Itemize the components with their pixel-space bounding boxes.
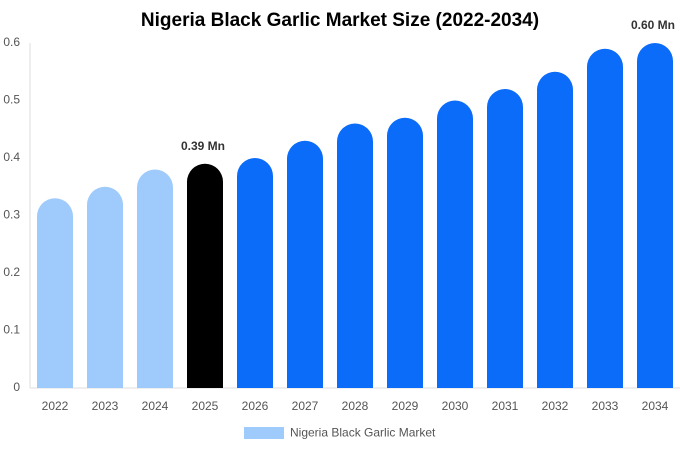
x-tick-label: 2034 [642, 399, 669, 413]
bar [87, 186, 123, 388]
x-tick-label: 2027 [292, 399, 319, 413]
x-tick-label: 2032 [542, 399, 569, 413]
y-tick-label: 0.4 [3, 150, 20, 164]
bar [337, 123, 373, 388]
legend-swatch [244, 427, 284, 439]
x-tick-label: 2031 [492, 399, 519, 413]
bar [387, 117, 423, 388]
y-tick-label: 0.2 [3, 265, 20, 279]
y-tick-label: 0.3 [3, 208, 20, 222]
x-tick-label: 2023 [92, 399, 119, 413]
legend-label: Nigeria Black Garlic Market [290, 426, 436, 440]
x-tick-label: 2026 [242, 399, 269, 413]
value-label: 0.60 Mn [631, 18, 675, 32]
x-tick-label: 2024 [142, 399, 169, 413]
y-tick-label: 0.1 [3, 323, 20, 337]
x-tick-label: 2028 [342, 399, 369, 413]
x-tick-label: 2033 [592, 399, 619, 413]
bar [487, 89, 523, 388]
bar [537, 71, 573, 388]
x-tick-label: 2030 [442, 399, 469, 413]
x-tick-label: 2029 [392, 399, 419, 413]
chart-title: Nigeria Black Garlic Market Size (2022-2… [141, 10, 539, 31]
bar [237, 158, 273, 388]
bar [437, 100, 473, 388]
bar [287, 140, 323, 388]
bar [587, 48, 623, 388]
bar [137, 169, 173, 388]
y-tick-label: 0.5 [3, 93, 20, 107]
value-label: 0.39 Mn [181, 139, 225, 153]
bar [637, 43, 673, 388]
y-tick-label: 0.6 [3, 35, 20, 49]
y-tick-label: 0 [13, 380, 20, 394]
bar [187, 163, 223, 388]
x-tick-label: 2022 [42, 399, 69, 413]
x-tick-label: 2025 [192, 399, 219, 413]
bar [37, 198, 73, 388]
